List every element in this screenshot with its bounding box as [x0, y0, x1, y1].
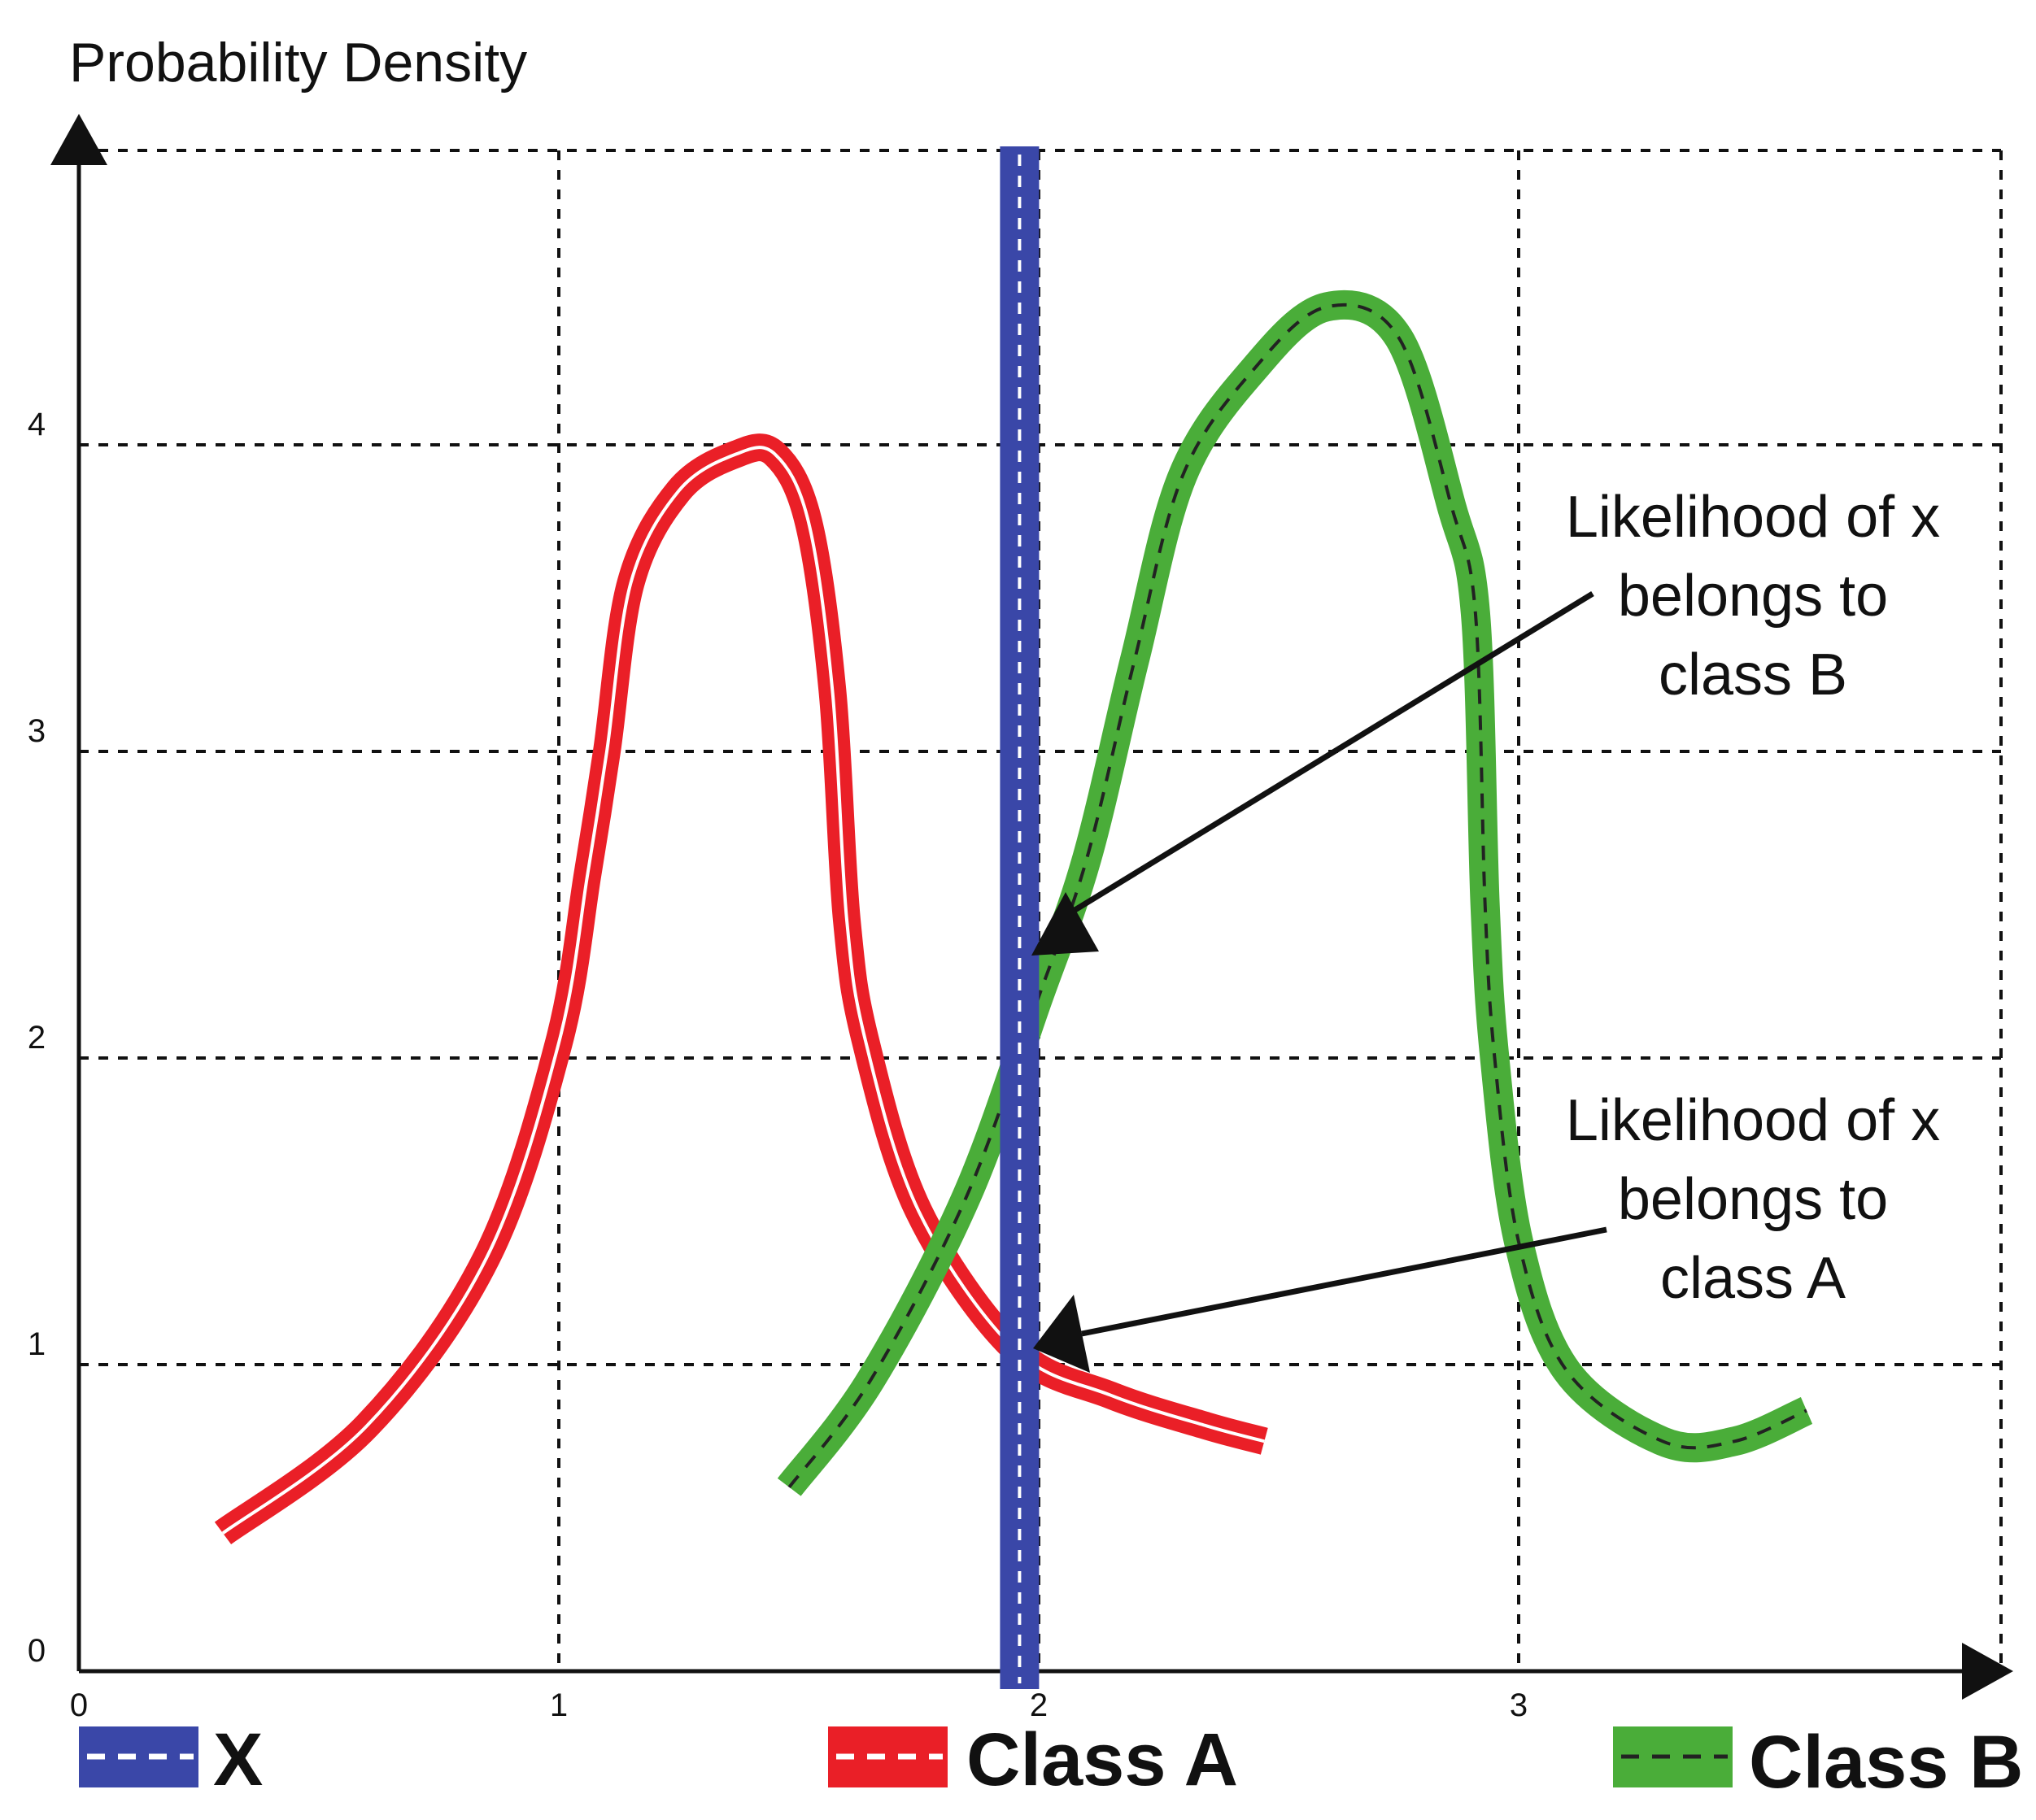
legend-item-class-a: Class A [828, 1718, 1238, 1801]
y-tick-label-0: 0 [28, 1633, 46, 1669]
annotation-b-arrow-shaft [1064, 591, 1594, 918]
x-tick-label-2: 2 [1030, 1687, 1048, 1723]
annotation-class-a: Likelihood of x belongs to class A [1033, 1088, 1940, 1373]
annotation-b-line-2: belongs to [1618, 564, 1888, 629]
annotation-a-line-1: Likelihood of x [1566, 1088, 1940, 1153]
annotation-a-arrow-head [1033, 1295, 1090, 1373]
annotation-a-arrow-shaft [1081, 1226, 1607, 1337]
annotation-b-arrow-head [1031, 892, 1099, 956]
x-axis-arrow [1962, 1643, 2013, 1700]
y-tick-label-3: 3 [28, 713, 46, 749]
tick-labels: 0 1 2 3 0 1 2 3 4 [28, 407, 1528, 1723]
y-tick-label-1: 1 [28, 1326, 46, 1362]
legend-label-class-b: Class B [1749, 1721, 2024, 1804]
legend-item-x: X [79, 1718, 263, 1801]
y-axis-label: Probability Density [69, 32, 527, 94]
y-axis-arrow [50, 114, 107, 165]
legend-label-x: X [213, 1718, 263, 1801]
x-tick-label-0: 0 [70, 1687, 88, 1723]
annotations: Likelihood of x belongs to class B Likel… [1031, 485, 1940, 1373]
class-a-curve-stripe [221, 446, 1265, 1535]
x-tick-label-3: 3 [1510, 1687, 1528, 1723]
annotation-b-line-1: Likelihood of x [1566, 485, 1940, 550]
annotation-a-line-2: belongs to [1618, 1167, 1888, 1232]
annotation-b-line-3: class B [1659, 642, 1847, 708]
y-tick-label-2: 2 [28, 1020, 46, 1056]
annotation-class-b: Likelihood of x belongs to class B [1031, 485, 1940, 956]
annotation-a-line-3: class A [1660, 1246, 1846, 1311]
series-layer [214, 146, 1813, 1689]
y-tick-label-4: 4 [28, 407, 46, 442]
legend: X Class A Class B [79, 1718, 2024, 1804]
x-tick-label-1: 1 [550, 1687, 568, 1723]
legend-item-class-b: Class B [1613, 1721, 2024, 1804]
legend-label-class-a: Class A [966, 1718, 1238, 1801]
